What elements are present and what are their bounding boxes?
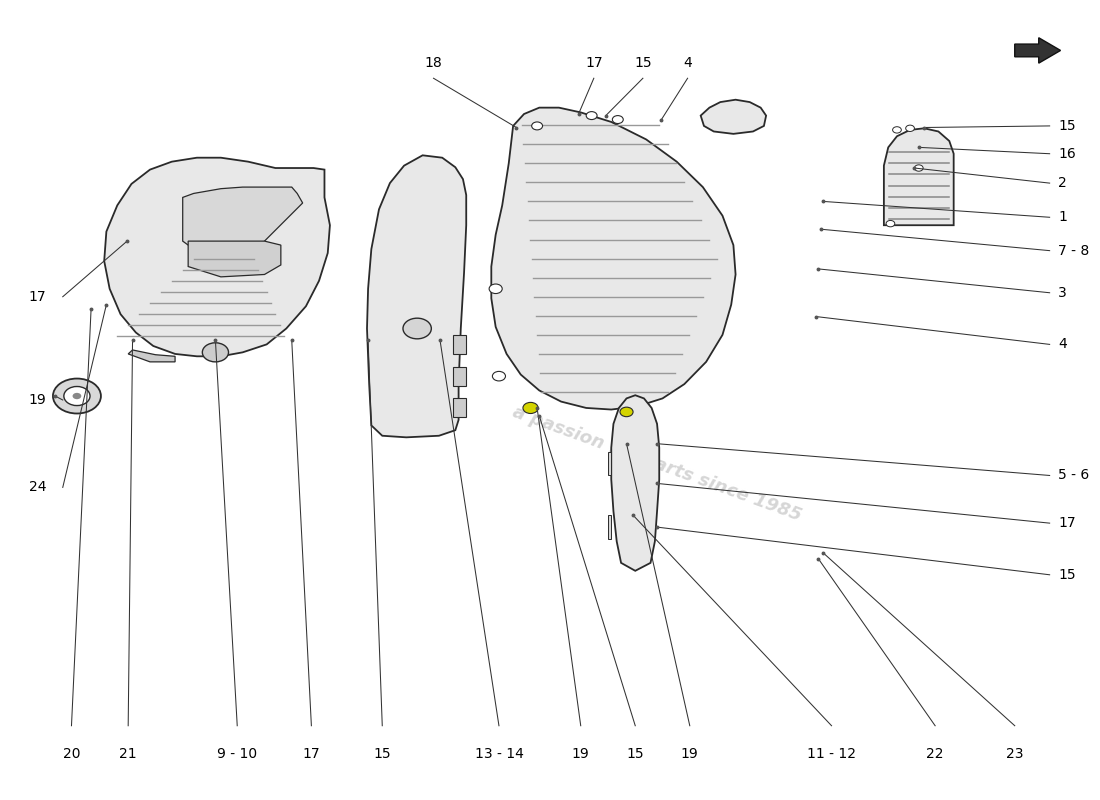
Polygon shape: [608, 452, 612, 475]
Text: 17: 17: [585, 56, 603, 70]
Text: 4: 4: [683, 56, 692, 70]
Polygon shape: [453, 335, 466, 354]
Text: 16: 16: [1058, 146, 1076, 161]
Text: 22: 22: [926, 747, 944, 761]
Text: 7 - 8: 7 - 8: [1058, 244, 1090, 258]
Circle shape: [490, 284, 503, 294]
Circle shape: [586, 112, 597, 119]
Circle shape: [905, 125, 914, 131]
Polygon shape: [1014, 38, 1060, 63]
Text: 17: 17: [302, 747, 320, 761]
Text: 3: 3: [1058, 286, 1067, 300]
Text: 19: 19: [29, 393, 46, 407]
Polygon shape: [183, 187, 303, 249]
Text: 11 - 12: 11 - 12: [807, 747, 856, 761]
Polygon shape: [612, 395, 659, 571]
Text: 15: 15: [1058, 568, 1076, 582]
Polygon shape: [608, 515, 612, 539]
Circle shape: [887, 221, 894, 227]
Text: 15: 15: [1058, 119, 1076, 133]
Text: 9 - 10: 9 - 10: [217, 747, 257, 761]
Circle shape: [531, 122, 542, 130]
Text: 19: 19: [572, 747, 590, 761]
Text: 15: 15: [626, 747, 645, 761]
Circle shape: [202, 342, 229, 362]
Polygon shape: [129, 350, 175, 362]
Circle shape: [403, 318, 431, 339]
Circle shape: [64, 386, 90, 406]
Text: 13 - 14: 13 - 14: [474, 747, 524, 761]
Circle shape: [493, 371, 506, 381]
Polygon shape: [188, 241, 280, 277]
Polygon shape: [453, 398, 466, 418]
Text: 17: 17: [29, 290, 46, 304]
Circle shape: [914, 165, 923, 171]
Text: 20: 20: [63, 747, 80, 761]
Circle shape: [620, 407, 634, 417]
Circle shape: [892, 126, 901, 133]
Text: 24: 24: [29, 480, 46, 494]
Circle shape: [53, 378, 101, 414]
Text: 17: 17: [1058, 516, 1076, 530]
Circle shape: [613, 115, 624, 123]
Polygon shape: [104, 158, 330, 356]
Polygon shape: [453, 366, 466, 386]
Text: a passion for parts since 1985: a passion for parts since 1985: [510, 402, 804, 524]
Text: 15: 15: [374, 747, 392, 761]
Circle shape: [73, 393, 81, 399]
Text: 2: 2: [1058, 176, 1067, 190]
Text: 18: 18: [425, 56, 442, 70]
Text: 19: 19: [681, 747, 698, 761]
Text: 4: 4: [1058, 338, 1067, 351]
Polygon shape: [367, 155, 466, 438]
Text: 1: 1: [1058, 210, 1067, 224]
Text: 21: 21: [120, 747, 138, 761]
Polygon shape: [701, 100, 766, 134]
Polygon shape: [884, 128, 954, 226]
Text: 5 - 6: 5 - 6: [1058, 469, 1090, 482]
Polygon shape: [492, 108, 736, 410]
Circle shape: [522, 402, 538, 414]
Text: 15: 15: [634, 56, 651, 70]
Text: 23: 23: [1006, 747, 1023, 761]
